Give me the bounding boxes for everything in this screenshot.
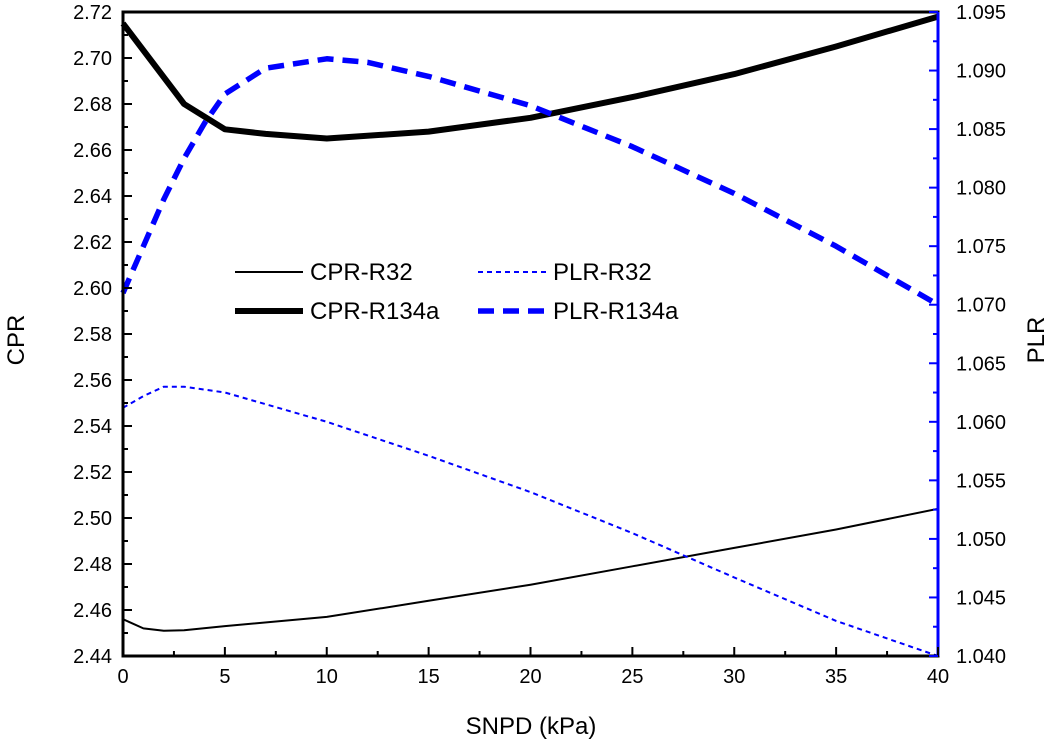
x-axis-title: SNPD (kPa): [466, 713, 597, 740]
x-tick-label: 30: [723, 666, 745, 688]
plot-frame: [121, 10, 940, 658]
legend: CPR-R32 CPR-R134a PLR-R32 PLR-R134a: [235, 259, 679, 325]
y-right-tick-label: 1.070: [956, 295, 1006, 317]
y-left-tick-label: 2.68: [73, 94, 112, 116]
y-right-tick-label: 1.090: [956, 61, 1006, 83]
y-left-tick-label: 2.64: [73, 186, 112, 208]
y-left-tick-label: 2.54: [73, 416, 112, 438]
series-line-plr-r32: [122, 385, 939, 657]
y-right-tick-label: 1.060: [956, 412, 1006, 434]
x-tick-label: 35: [825, 666, 847, 688]
y-right-tick-label: 1.050: [956, 529, 1006, 551]
y-left-tick-label: 2.62: [73, 232, 112, 254]
y-right-tick-label: 1.075: [956, 236, 1006, 258]
x-tick-label: 15: [418, 666, 440, 688]
y-left-tick-label: 2.44: [73, 646, 112, 668]
x-tick-label: 25: [621, 666, 643, 688]
x-tick-label: 0: [117, 666, 128, 688]
x-tick-label: 10: [316, 666, 338, 688]
y-axis-left-title: CPR: [3, 315, 30, 366]
y-left-tick-label: 2.66: [73, 140, 112, 162]
legend-label-plr-r32: PLR-R32: [553, 259, 652, 286]
ticks-layer: 0 5 10 15 20 25 30 35 40 2.44 2.46 2.48 2.50 2.52 2.54…: [73, 2, 1006, 688]
y-left-tick-label: 2.46: [73, 600, 112, 622]
y-left-tick-label: 2.52: [73, 462, 112, 484]
series-line-cpr-r134a: [120, 13, 939, 142]
axes-layer: [121, 10, 940, 658]
x-tick-label: 20: [519, 666, 541, 688]
x-tick-label: 5: [219, 666, 230, 688]
series-layer: [120, 13, 940, 657]
y-left-tick-label: 2.72: [73, 2, 112, 24]
y-right-tick-label: 1.040: [956, 646, 1006, 668]
y-right-tick-label: 1.080: [956, 178, 1006, 200]
y-left-tick-label: 2.58: [73, 324, 112, 346]
y-left-tick-label: 2.60: [73, 278, 112, 300]
legend-label-plr-r134a: PLR-R134a: [553, 298, 679, 325]
y-axis-right-title: PLR: [1023, 317, 1050, 364]
y-right-tick-label: 1.085: [956, 119, 1006, 141]
legend-label-cpr-r134a: CPR-R134a: [310, 298, 440, 325]
y-right-tick-label: 1.065: [956, 353, 1006, 375]
y-right-tick-label: 1.055: [956, 470, 1006, 492]
y-left-tick-label: 2.50: [73, 508, 112, 530]
series-line-cpr-r32: [122, 507, 939, 632]
legend-label-cpr-r32: CPR-R32: [310, 259, 413, 286]
series-line-plr-r134a: [120, 56, 940, 308]
y-left-tick-label: 2.48: [73, 554, 112, 576]
y-right-tick-label: 1.095: [956, 2, 1006, 24]
y-right-tick-label: 1.045: [956, 587, 1006, 609]
y-left-tick-label: 2.70: [73, 48, 112, 70]
y-left-tick-label: 2.56: [73, 370, 112, 392]
x-tick-label: 40: [927, 666, 949, 688]
